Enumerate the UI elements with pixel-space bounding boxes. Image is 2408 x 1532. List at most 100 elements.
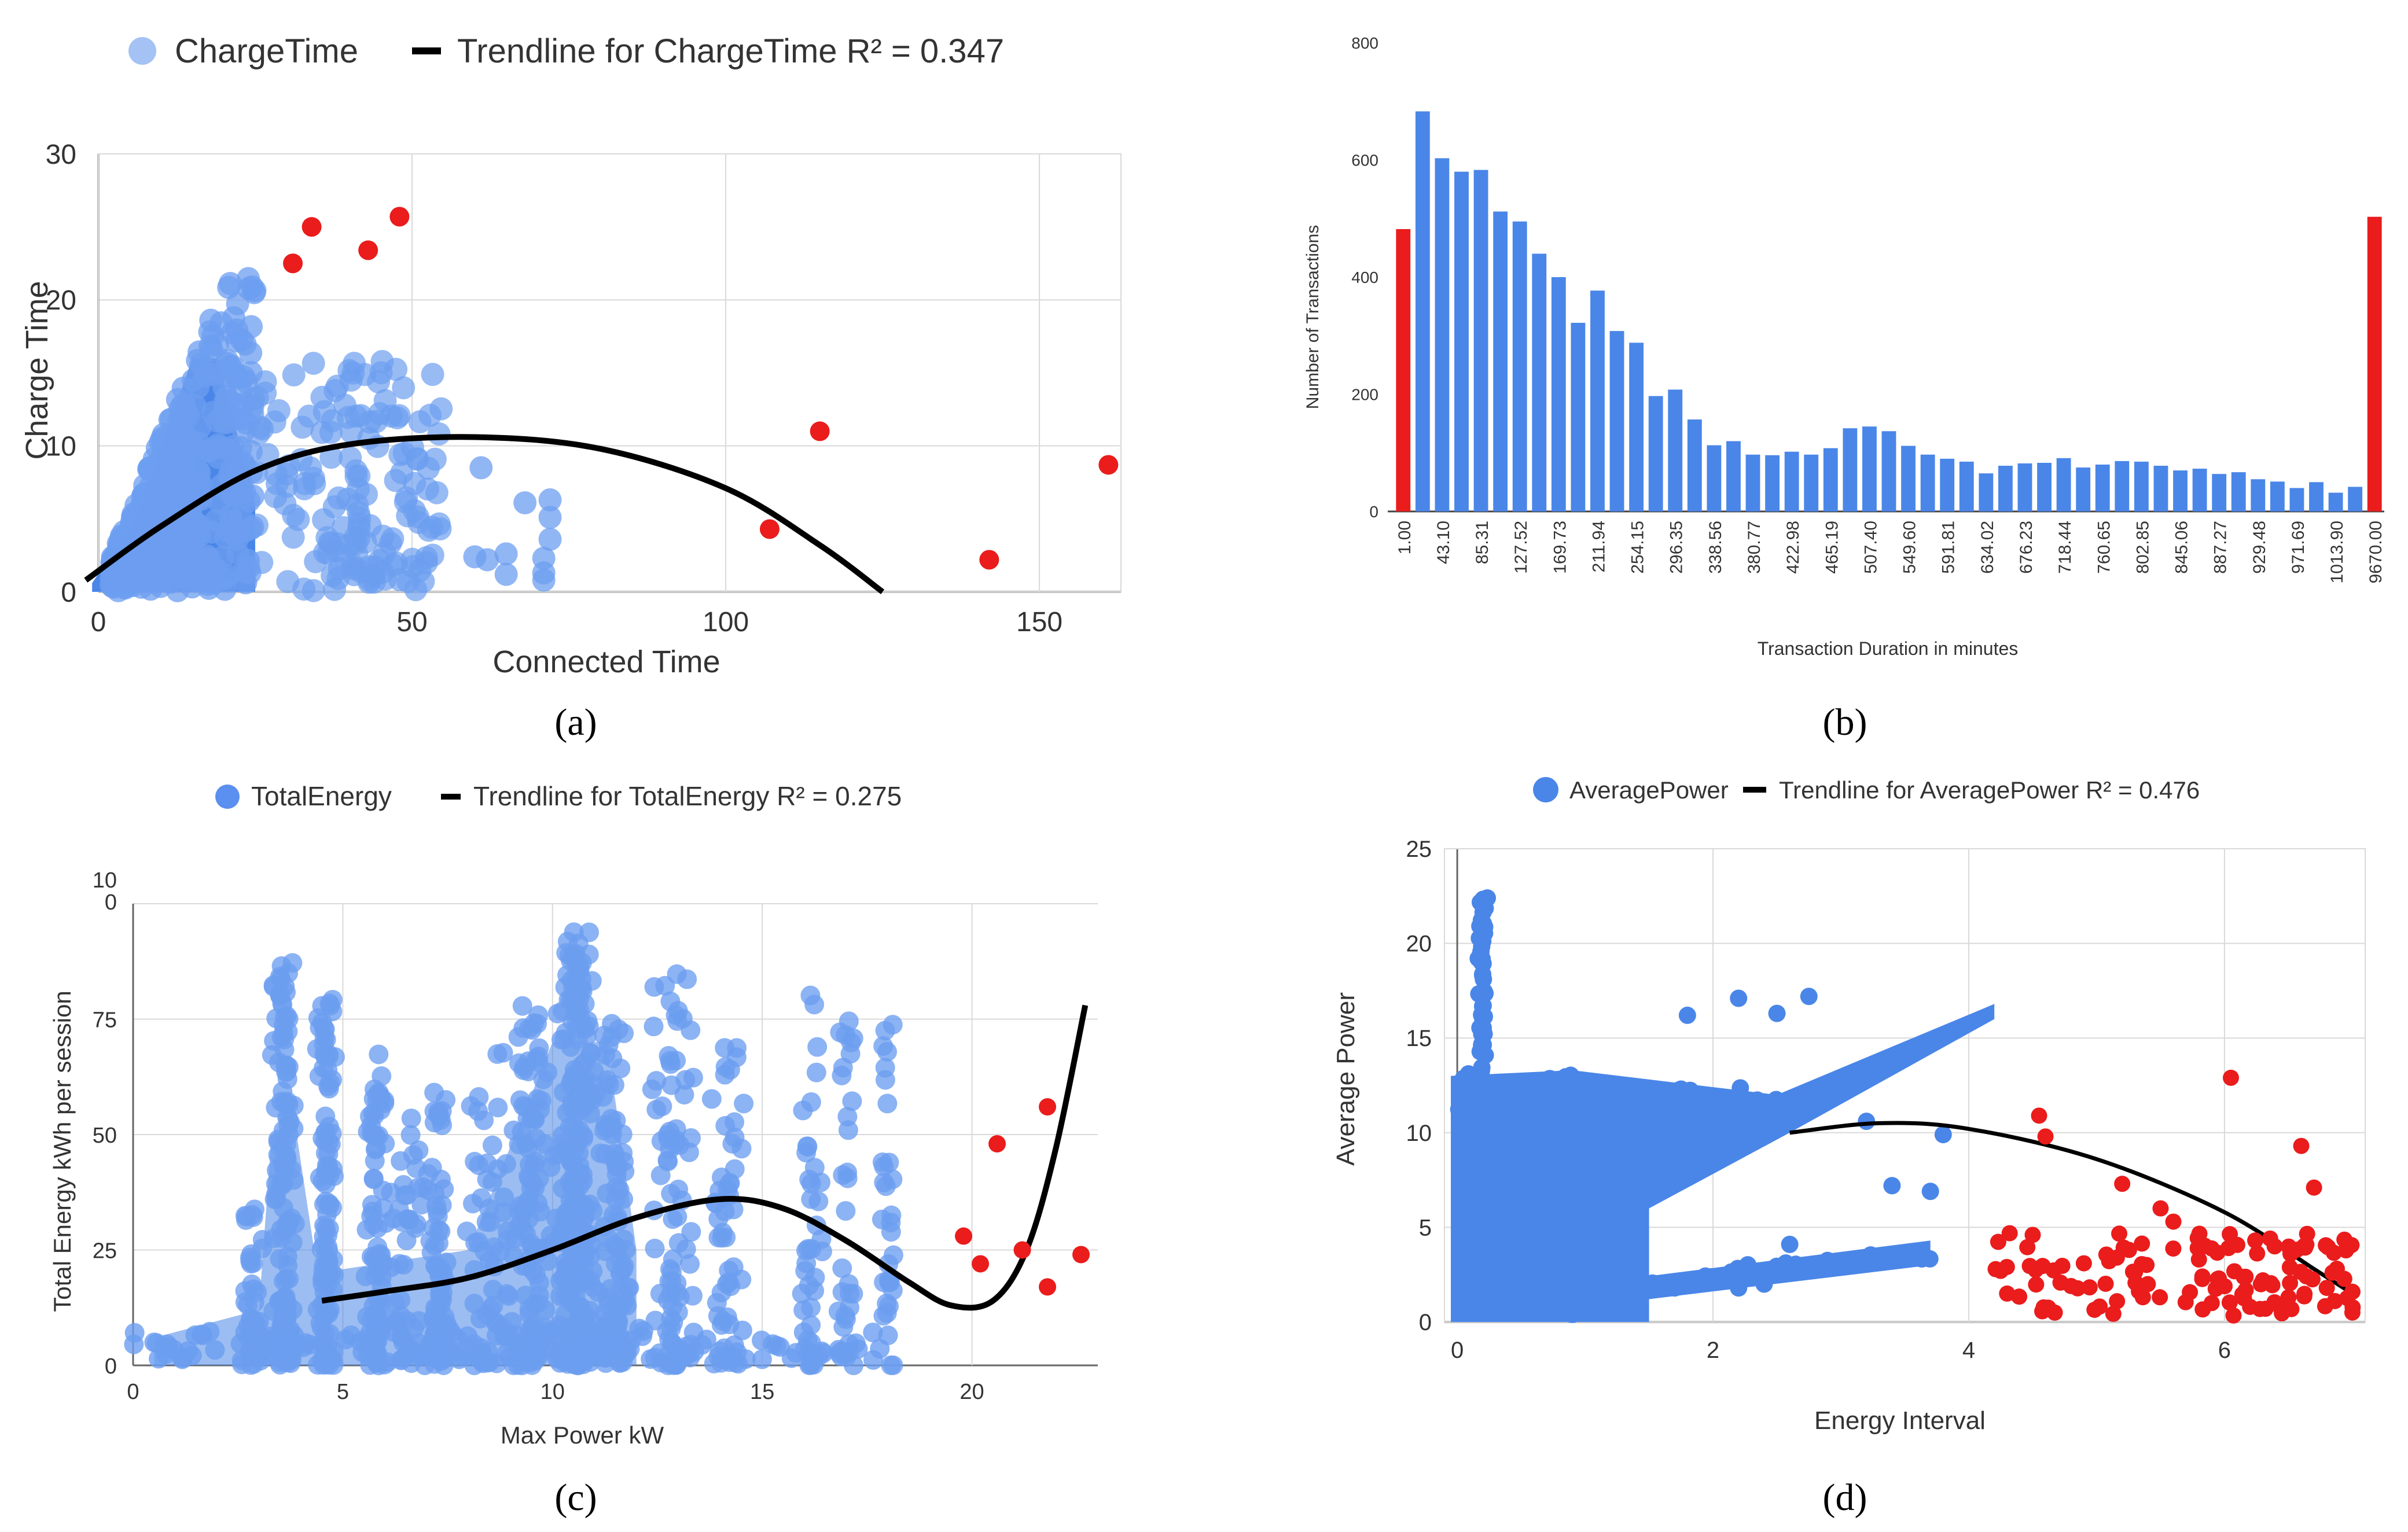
data-point <box>723 1257 744 1277</box>
data-point <box>322 1350 343 1371</box>
data-point <box>429 397 453 421</box>
y-tick-label: 0 <box>105 1354 117 1379</box>
legend-trend-label-d: Trendline for AveragePower R² = 0.476 <box>1779 776 2200 804</box>
outlier-point <box>2225 1307 2242 1324</box>
panel-c: 0 25 50 75 10 0 0 5 10 15 20 TotalEnergy Trendlin… <box>49 781 1098 1519</box>
histogram-bar <box>2037 462 2052 511</box>
outlier-point <box>2134 1235 2150 1252</box>
data-point <box>596 1117 616 1137</box>
data-point <box>1628 1098 1646 1116</box>
outlier-point <box>2111 1225 2128 1242</box>
data-point <box>1454 1070 1472 1088</box>
x-tick-label: 549.60 <box>1900 521 1920 574</box>
outlier-point <box>2109 1293 2126 1310</box>
x-tick-label: 1013.90 <box>2328 521 2347 583</box>
data-point <box>715 1038 735 1058</box>
data-point <box>1786 1255 1804 1273</box>
data-point <box>1524 1118 1542 1136</box>
data-point <box>1595 1279 1613 1297</box>
y-tick-label: 20 <box>1406 931 1432 957</box>
panel-b-x-ticks: 1.00 43.10 85.31 127.52 169.73 211.94 254.15 29… <box>1395 521 2385 583</box>
data-point <box>709 1181 730 1201</box>
data-point <box>546 1208 566 1228</box>
data-point <box>1748 1091 1766 1109</box>
data-point <box>723 1199 744 1220</box>
outlier-point <box>2054 1257 2071 1274</box>
data-point <box>734 1093 754 1114</box>
outlier-point <box>2027 1261 2044 1278</box>
data-point <box>284 1095 304 1115</box>
data-point <box>701 1089 722 1109</box>
data-point <box>661 1184 681 1204</box>
data-point <box>1768 1004 1786 1022</box>
data-point <box>291 415 314 439</box>
outlier-point <box>2028 1276 2045 1293</box>
outlier-point <box>2177 1294 2194 1310</box>
data-point <box>581 1043 601 1063</box>
data-point <box>797 1136 817 1157</box>
plot-border <box>98 153 1122 592</box>
data-point <box>363 1169 384 1189</box>
data-point <box>552 1125 572 1146</box>
data-point <box>318 1303 339 1324</box>
outlier-point <box>2210 1270 2226 1287</box>
data-point <box>519 1304 539 1324</box>
data-point <box>1475 915 1492 933</box>
y-tick-label: 10 0 <box>93 868 117 915</box>
outlier-point <box>955 1227 973 1245</box>
data-point <box>877 1093 898 1114</box>
data-point <box>124 1323 145 1343</box>
x-tick-label: 971.69 <box>2289 521 2308 574</box>
data-point <box>1801 1256 1819 1274</box>
histogram-bar <box>2095 465 2110 511</box>
data-point <box>538 506 562 529</box>
data-point <box>497 1284 517 1304</box>
data-point <box>752 1349 772 1369</box>
data-point <box>1564 1111 1582 1129</box>
data-point <box>315 1122 336 1143</box>
panel-d-x-ticks: 0 2 4 6 <box>1451 1338 2231 1363</box>
data-point <box>314 1269 334 1289</box>
data-point <box>494 1187 514 1207</box>
panel-d-y-label: Average Power <box>1332 992 1360 1166</box>
data-point <box>341 361 365 385</box>
data-point <box>397 1310 417 1331</box>
outlier-point <box>2114 1176 2131 1192</box>
data-point <box>1479 889 1497 907</box>
data-point <box>572 1165 593 1185</box>
data-point <box>557 1103 577 1123</box>
data-point <box>1672 1080 1690 1098</box>
panel-c-x-ticks: 0 5 10 15 20 <box>127 1380 984 1404</box>
data-point <box>487 1044 508 1064</box>
histogram-bar <box>1979 473 1994 511</box>
x-tick-label: 380.77 <box>1745 521 1764 574</box>
x-tick-label: 634.02 <box>1978 521 1997 574</box>
data-point <box>551 1029 571 1049</box>
data-point <box>312 996 332 1016</box>
data-point <box>875 1070 895 1090</box>
data-point <box>392 376 416 400</box>
data-point <box>164 1339 184 1360</box>
data-point <box>1730 989 1748 1007</box>
data-point <box>1473 1058 1491 1076</box>
outlier-point <box>2194 1268 2211 1285</box>
data-point <box>268 1132 288 1152</box>
histogram-bar <box>2309 482 2324 511</box>
x-tick-label: 338.56 <box>1706 521 1725 574</box>
data-point <box>363 1214 384 1235</box>
data-point <box>538 528 562 551</box>
data-point <box>218 355 242 378</box>
histogram-bar <box>1726 441 1741 511</box>
highlighted-bar <box>2367 216 2382 511</box>
data-point <box>1530 1098 1547 1115</box>
data-point <box>421 363 444 386</box>
histogram-bar <box>1551 277 1566 511</box>
data-point <box>598 1295 619 1315</box>
histogram-bar <box>2270 481 2285 511</box>
data-point <box>186 375 209 399</box>
data-point <box>425 1298 445 1318</box>
y-tick-label: 50 <box>93 1124 117 1148</box>
data-point <box>471 1188 491 1208</box>
outlier-point <box>2024 1227 2041 1243</box>
